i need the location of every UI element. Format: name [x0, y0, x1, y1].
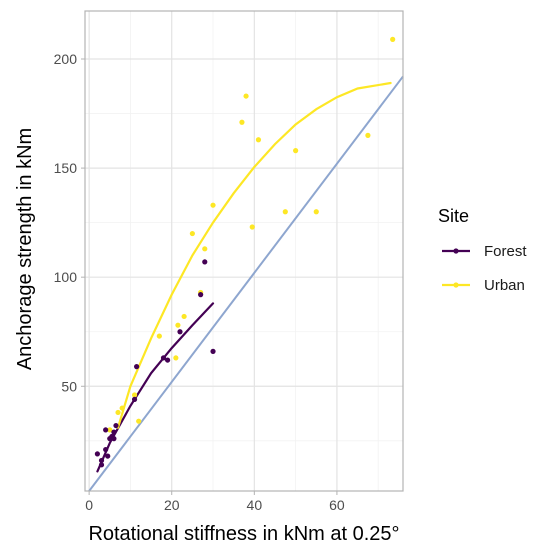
point-urban	[115, 409, 121, 416]
point-forest	[164, 357, 171, 363]
legend: Site Forest Urban	[438, 206, 527, 294]
point-forest	[105, 453, 111, 459]
x-tick-label: 0	[85, 497, 93, 513]
point-forest	[111, 436, 117, 442]
point-urban	[202, 246, 208, 252]
point-urban	[181, 313, 187, 320]
point-urban	[249, 224, 255, 230]
y-tick-label: 150	[54, 160, 78, 176]
point-forest	[98, 457, 105, 464]
fit-curve-forest	[96, 302, 215, 473]
y-tick-label: 200	[54, 51, 78, 67]
y-axis-ticks: 50 100 150 200	[54, 51, 85, 394]
point-urban	[107, 427, 113, 433]
point-urban	[365, 132, 371, 138]
y-axis-title: Anchorage strength in kNm	[14, 128, 36, 370]
point-forest	[160, 355, 167, 361]
plot-panel-border	[84, 10, 404, 492]
point-forest	[94, 451, 100, 457]
legend-key-point-urban	[453, 282, 459, 288]
legend-label-forest: Forest	[484, 243, 527, 260]
point-forest	[131, 396, 138, 402]
point-urban	[119, 405, 125, 411]
point-urban	[282, 209, 288, 215]
legend-key-point-forest	[453, 248, 459, 254]
point-forest	[113, 422, 119, 429]
point-urban	[131, 392, 138, 398]
fit-curve-urban	[116, 81, 392, 429]
y-tick-label: 100	[54, 269, 78, 285]
y-tick-label: 50	[61, 378, 77, 394]
point-forest	[103, 446, 109, 453]
fit-curves	[96, 81, 392, 473]
point-forest	[198, 292, 204, 298]
point-urban	[175, 322, 181, 328]
x-axis-ticks: 0 20 40 60	[85, 491, 345, 513]
point-urban	[390, 36, 396, 42]
point-forest	[134, 364, 140, 370]
point-urban	[136, 418, 142, 424]
point-forest	[98, 462, 105, 468]
legend-title: Site	[438, 206, 469, 226]
point-forest	[202, 259, 208, 265]
x-axis-title: Rotational stiffness in kNm at 0.25°	[88, 523, 399, 545]
point-urban	[189, 230, 195, 237]
point-forest	[103, 427, 109, 433]
x-tick-label: 40	[247, 497, 263, 513]
point-forest	[210, 348, 216, 354]
reference-line	[88, 75, 404, 492]
x-tick-label: 20	[164, 497, 180, 513]
point-urban	[313, 209, 319, 215]
x-tick-label: 60	[329, 497, 345, 513]
legend-label-urban: Urban	[484, 277, 525, 294]
point-urban	[239, 119, 245, 125]
point-forest	[111, 429, 117, 435]
point-urban	[210, 202, 216, 208]
data-points	[94, 36, 396, 468]
point-urban	[156, 333, 162, 339]
point-urban	[173, 355, 179, 361]
point-urban	[255, 137, 262, 143]
grid	[85, 11, 403, 491]
point-urban	[293, 148, 299, 154]
point-forest	[177, 329, 183, 335]
point-urban	[243, 93, 249, 99]
